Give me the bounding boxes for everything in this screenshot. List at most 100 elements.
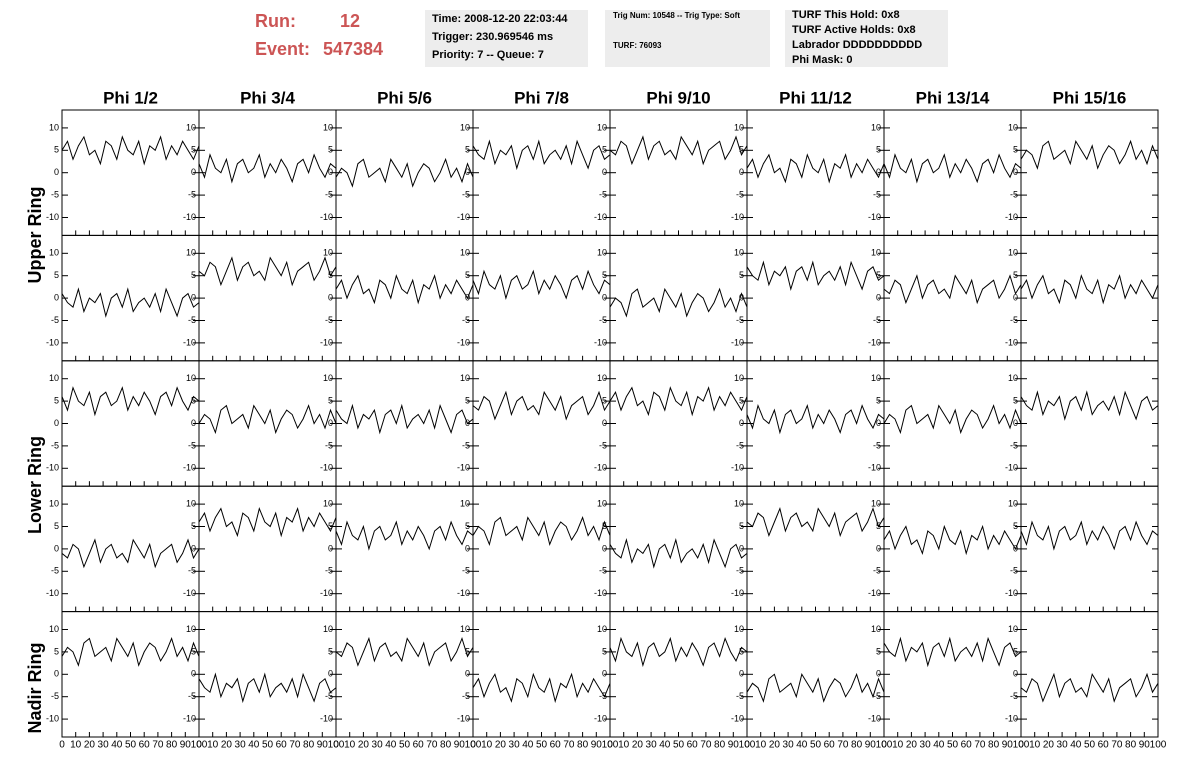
x-tick-label: 90 (1002, 740, 1014, 751)
panel-frame (1020, 611, 1159, 738)
panel-frame (1020, 360, 1159, 487)
x-tick-label: 20 (1043, 740, 1055, 751)
x-tick-label: 100 (1013, 740, 1030, 751)
trace (61, 538, 200, 569)
y-tick-label: -10 (183, 588, 196, 598)
y-tick-label: -5 (736, 189, 744, 199)
x-tick-label: 50 (947, 740, 959, 751)
panel-frame (198, 360, 337, 487)
y-tick-label: -10 (46, 337, 59, 347)
trace (609, 287, 748, 318)
x-tick-label: 40 (659, 740, 671, 751)
y-tick-label: -5 (736, 566, 744, 576)
y-tick-label: 5 (602, 395, 607, 405)
column-title: Phi 13/14 (916, 88, 990, 107)
y-tick-label: -5 (188, 691, 196, 701)
y-tick-label: -10 (183, 713, 196, 723)
x-tick-label: 50 (262, 740, 274, 751)
y-tick-label: 0 (876, 543, 881, 553)
x-tick-label: 10 (892, 740, 904, 751)
y-tick-label: 10 (323, 498, 333, 508)
trace (472, 390, 611, 421)
x-tick-label: 50 (673, 740, 685, 751)
y-tick-label: 5 (328, 270, 333, 280)
panel-frame (746, 611, 885, 738)
x-tick-label: 10 (1029, 740, 1041, 751)
y-tick-label: 0 (1013, 543, 1018, 553)
y-tick-label: -10 (320, 713, 333, 723)
y-tick-label: 10 (186, 498, 196, 508)
y-tick-label: 10 (871, 624, 881, 634)
info-line: Priority: 7 -- Queue: 7 (432, 49, 544, 61)
y-tick-label: 0 (465, 543, 470, 553)
x-tick-label: 0 (1018, 740, 1024, 751)
x-tick-label: 70 (426, 740, 438, 751)
x-tick-label: 90 (454, 740, 466, 751)
trace (609, 537, 748, 569)
panel-frame (61, 109, 200, 236)
trace (472, 139, 611, 171)
x-tick-label: 70 (289, 740, 301, 751)
y-tick-label: -5 (188, 440, 196, 450)
x-tick-label: 80 (1125, 740, 1137, 751)
y-tick-label: 10 (460, 373, 470, 383)
y-tick-label: 0 (328, 418, 333, 428)
panel-frame (883, 360, 1022, 487)
column-title: Phi 5/6 (377, 88, 432, 107)
x-tick-label: 60 (413, 740, 425, 751)
y-tick-label: -5 (873, 691, 881, 701)
x-tick-label: 80 (577, 740, 589, 751)
y-tick-label: -5 (462, 691, 470, 701)
y-tick-label: 10 (186, 248, 196, 258)
y-tick-label: -10 (868, 337, 881, 347)
x-tick-label: 10 (344, 740, 356, 751)
y-tick-label: 5 (1013, 395, 1018, 405)
panel-frame (883, 611, 1022, 738)
y-tick-label: -10 (594, 463, 607, 473)
trace (335, 520, 474, 551)
panel-frame (746, 485, 885, 613)
trace (883, 153, 1022, 184)
y-tick-label: -5 (736, 315, 744, 325)
y-tick-label: 10 (1008, 498, 1018, 508)
x-tick-label: 60 (139, 740, 151, 751)
y-tick-label: 5 (54, 646, 59, 656)
x-tick-label: 90 (591, 740, 603, 751)
x-tick-label: 60 (1098, 740, 1110, 751)
y-tick-label: -10 (868, 713, 881, 723)
x-tick-label: 80 (303, 740, 315, 751)
x-tick-label: 20 (358, 740, 370, 751)
y-tick-label: 10 (1008, 373, 1018, 383)
panel-frame (335, 485, 474, 613)
panel-frame (335, 234, 474, 362)
x-tick-label: 60 (687, 740, 699, 751)
x-tick-label: 80 (988, 740, 1000, 751)
x-tick-label: 70 (152, 740, 164, 751)
y-tick-label: -10 (731, 588, 744, 598)
info-line: Trig Num: 10548 -- Trig Type: Soft (613, 11, 740, 20)
panel-frame (335, 109, 474, 236)
panel-frame (61, 611, 200, 738)
x-tick-label: 100 (739, 740, 756, 751)
y-tick-label: 5 (739, 270, 744, 280)
x-tick-label: 0 (333, 740, 339, 751)
panel-frame (472, 234, 611, 362)
panel-frame (472, 360, 611, 487)
y-tick-label: -10 (320, 588, 333, 598)
run-label: Run: (255, 11, 296, 31)
y-tick-label: -10 (320, 212, 333, 222)
x-tick-label: 30 (509, 740, 521, 751)
x-tick-label: 30 (1057, 740, 1069, 751)
y-tick-label: -5 (1010, 566, 1018, 576)
x-tick-label: 90 (180, 740, 192, 751)
trace (472, 672, 611, 704)
x-tick-label: 0 (607, 740, 613, 751)
x-tick-label: 100 (1150, 740, 1167, 751)
y-tick-label: -10 (868, 588, 881, 598)
y-tick-label: 5 (876, 646, 881, 656)
panel-frame (746, 234, 885, 362)
y-tick-label: -5 (599, 440, 607, 450)
x-tick-label: 50 (1084, 740, 1096, 751)
trace (1020, 672, 1159, 703)
x-tick-label: 80 (851, 740, 863, 751)
